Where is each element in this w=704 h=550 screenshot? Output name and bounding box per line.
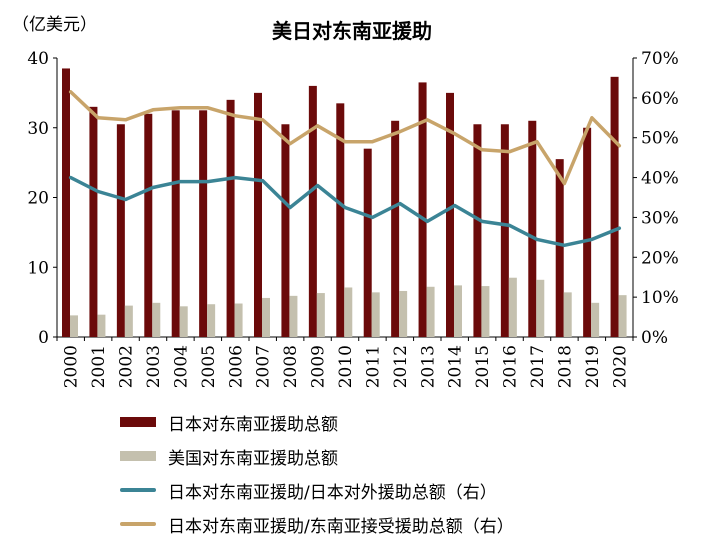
- y-left-tick-label: 40: [27, 49, 49, 69]
- legend-swatch-japan-share-sea: [120, 522, 156, 526]
- y-right-tick-label: 60%: [641, 89, 679, 109]
- y-left-tick-label: 10: [27, 258, 49, 278]
- x-tick-label: 2009: [309, 345, 329, 388]
- bar-japan-total: [363, 148, 372, 337]
- bar-japan-total: [336, 103, 345, 338]
- bar-us-total: [371, 292, 380, 337]
- bar-us-total: [124, 305, 133, 337]
- bar-japan-total: [500, 124, 509, 337]
- legend-item-japan-share-sea: 日本对东南亚援助/东南亚接受援助总额（右）: [120, 507, 514, 541]
- bar-us-total: [207, 304, 216, 337]
- x-tick-label: 2019: [583, 345, 603, 388]
- x-tick-label: 2007: [254, 345, 274, 388]
- bar-japan-total: [144, 113, 153, 337]
- x-tick-label: 2016: [501, 345, 521, 388]
- y-left-tick-label: 0: [38, 328, 49, 348]
- x-tick-label: 2014: [446, 345, 466, 388]
- bar-japan-total: [254, 92, 262, 337]
- bar-us-total: [262, 297, 270, 337]
- lines-group: [68, 90, 622, 248]
- bar-japan-total: [473, 124, 482, 337]
- y-right-tick-label: 10%: [641, 288, 679, 308]
- bar-japan-total: [62, 68, 70, 338]
- x-tick-label: 2008: [281, 345, 301, 388]
- bar-japan-total: [418, 82, 427, 337]
- bar-us-total: [289, 295, 298, 337]
- x-tick-label: 2003: [144, 345, 164, 388]
- chart-title: 美日对东南亚援助: [272, 19, 432, 43]
- legend-item-japan-total: 日本对东南亚援助总额: [120, 405, 514, 439]
- legend-item-japan-share-own: 日本对东南亚援助/日本对外援助总额（右）: [120, 473, 514, 507]
- legend-label-japan-share-sea: 日本对东南亚援助/东南亚接受援助总额（右）: [168, 516, 514, 537]
- bar-japan-total: [583, 127, 592, 337]
- x-tick-label: 2001: [89, 345, 109, 388]
- bar-japan-total: [171, 110, 180, 337]
- bar-us-total: [618, 295, 627, 337]
- y-right-tick-label: 70%: [641, 49, 679, 69]
- bar-japan-total: [199, 110, 208, 337]
- bar-japan-total: [446, 92, 454, 337]
- legend-label-japan-share-own: 日本对东南亚援助/日本对外援助总额（右）: [168, 482, 497, 503]
- bar-us-total: [70, 315, 78, 337]
- x-tick-label: 2013: [418, 345, 438, 388]
- bars-group: [62, 68, 627, 338]
- y-right-tick-label: 20%: [641, 248, 679, 268]
- y-right-tick-label: 0%: [641, 328, 668, 348]
- legend: 日本对东南亚援助总额 美国对东南亚援助总额 日本对东南亚援助/日本对外援助总额（…: [120, 405, 514, 541]
- legend-label-us-total: 美国对东南亚援助总额: [168, 448, 338, 469]
- y-right-tick-label: 50%: [641, 129, 679, 149]
- legend-label-japan-total: 日本对东南亚援助总额: [168, 414, 338, 435]
- bar-us-total: [179, 306, 188, 337]
- x-tick-label: 2020: [610, 345, 630, 388]
- bar-japan-total: [391, 120, 400, 338]
- bar-us-total: [97, 314, 106, 337]
- bar-japan-total: [308, 85, 317, 338]
- legend-swatch-japan-total: [120, 417, 156, 427]
- legend-item-us-total: 美国对东南亚援助总额: [120, 439, 514, 473]
- x-tick-label: 2015: [473, 345, 493, 388]
- y-left-tick-label: 20: [27, 189, 49, 209]
- x-tick-label: 2005: [199, 345, 219, 388]
- bar-us-total: [344, 287, 353, 337]
- legend-swatch-japan-share-own: [120, 488, 156, 492]
- bar-us-total: [508, 277, 517, 337]
- bar-japan-total: [89, 106, 98, 337]
- x-tick-label: 2018: [555, 345, 575, 388]
- line-japan-share-sea: [68, 90, 622, 186]
- legend-swatch-us-total: [120, 451, 156, 461]
- x-tick-label: 2012: [391, 345, 411, 388]
- y-left-unit-label: （亿美元）: [12, 15, 97, 35]
- bar-japan-total: [555, 159, 564, 337]
- bar-us-total: [536, 279, 545, 337]
- bar-us-total: [399, 290, 408, 337]
- bar-japan-total: [281, 124, 290, 337]
- bar-japan-total: [226, 99, 235, 337]
- bar-us-total: [426, 286, 435, 337]
- bar-us-total: [316, 293, 325, 337]
- x-tick-label: 2006: [226, 345, 246, 388]
- x-tick-label: 2000: [62, 345, 82, 388]
- y-left-tick-label: 30: [27, 119, 49, 139]
- bar-us-total: [454, 285, 462, 337]
- bar-us-total: [563, 292, 572, 337]
- bar-japan-total: [528, 120, 537, 338]
- x-tick-label: 2010: [336, 345, 356, 388]
- x-tick-label: 2004: [171, 345, 191, 388]
- bar-us-total: [152, 302, 161, 337]
- y-right-tick-label: 40%: [641, 169, 679, 189]
- bar-us-total: [234, 303, 243, 337]
- x-tick-label: 2002: [117, 345, 137, 388]
- y-right-tick-label: 30%: [641, 208, 679, 228]
- line-japan-share-own: [68, 175, 622, 248]
- bar-japan-total: [610, 76, 619, 338]
- bar-japan-total: [116, 124, 125, 337]
- x-tick-label: 2011: [363, 345, 383, 388]
- bar-us-total: [481, 286, 490, 337]
- ticks-group: 0 10 20 30 40 0% 10% 20% 30% 40% 50% 60% 70% 2000 2001…: [27, 49, 678, 388]
- x-tick-label: 2017: [528, 345, 548, 388]
- bar-us-total: [591, 302, 600, 337]
